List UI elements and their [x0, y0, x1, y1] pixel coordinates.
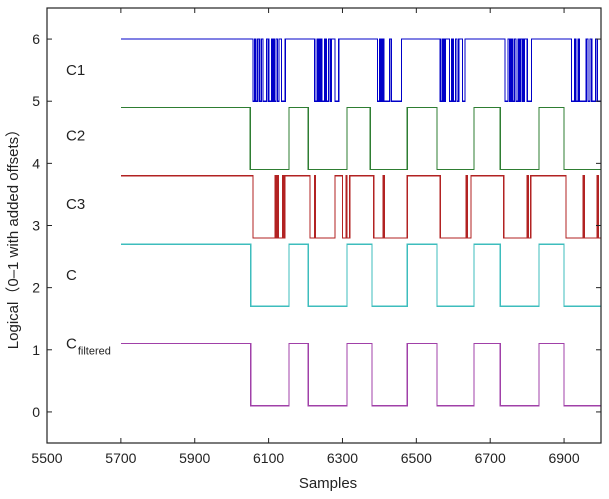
series-label-c2: C2 — [66, 127, 85, 144]
x-tick-label: 6300 — [327, 450, 358, 466]
series-line-cfiltered — [120, 342, 601, 407]
x-tick-label: 6500 — [401, 450, 432, 466]
series-label-cfiltered: Cfiltered — [66, 336, 111, 358]
series-line-c — [120, 243, 601, 307]
series-label-suffix: 1 — [77, 62, 85, 79]
series-line-c1 — [120, 38, 601, 102]
x-axis: 5500 5700 5900 6100 6300 6500 6700 6900 — [31, 8, 580, 466]
y-axis: 0 1 2 3 4 5 6 — [32, 31, 601, 420]
series-label-main: C — [66, 62, 77, 79]
y-tick-label: 2 — [32, 280, 40, 296]
x-axis-label: Samples — [299, 475, 357, 492]
series-line-c3 — [120, 175, 601, 239]
x-tick-label: 6700 — [475, 450, 506, 466]
series-label-suffix: 2 — [77, 127, 85, 144]
series-line-c2 — [120, 106, 601, 171]
series-label-c1: C1 — [66, 62, 85, 79]
series-label-main: C — [66, 196, 77, 213]
y-axis-label: Logical（0–1 with added offsets） — [5, 122, 22, 349]
y-tick-label: 6 — [32, 31, 40, 47]
y-tick-label: 1 — [32, 342, 40, 358]
series-label-main: C — [66, 127, 77, 144]
series-label-subscript: filtered — [78, 346, 111, 358]
traces-layer — [120, 38, 601, 407]
series-label-suffix: 3 — [77, 196, 85, 213]
series-label-c3: C3 — [66, 196, 85, 213]
series-label-c: C — [66, 267, 77, 284]
x-tick-label: 6900 — [548, 450, 579, 466]
series-label-main: C — [66, 336, 77, 353]
y-tick-label: 0 — [32, 404, 40, 420]
x-tick-label: 5900 — [179, 450, 210, 466]
x-tick-label: 5700 — [105, 450, 136, 466]
x-tick-label: 6100 — [253, 450, 284, 466]
series-label-main: C — [66, 267, 77, 284]
y-tick-label: 5 — [32, 93, 40, 109]
y-tick-label: 3 — [32, 218, 40, 234]
x-tick-label: 5500 — [31, 450, 62, 466]
y-tick-label: 4 — [32, 155, 40, 171]
